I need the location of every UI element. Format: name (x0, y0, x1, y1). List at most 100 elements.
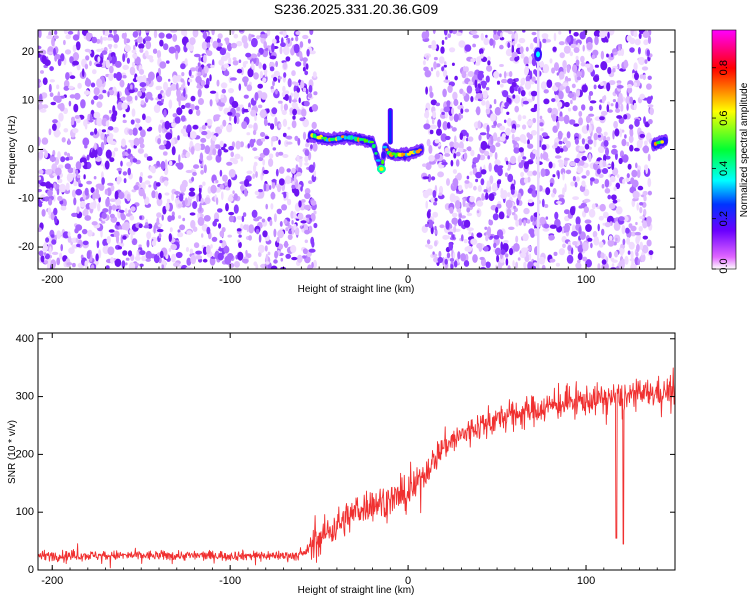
noise-blob (500, 241, 504, 251)
noise-blob (44, 150, 48, 159)
noise-blob (615, 101, 619, 110)
noise-blob (449, 206, 454, 214)
noise-blob (291, 167, 296, 174)
noise-blob (252, 147, 258, 152)
noise-blob (457, 218, 462, 227)
noise-blob (93, 95, 99, 100)
noise-blob (513, 243, 520, 252)
noise-blob (153, 253, 160, 264)
noise-blob (49, 79, 55, 83)
noise-blob (306, 49, 310, 57)
noise-blob (607, 67, 612, 75)
noise-blob (291, 37, 294, 41)
noise-blob (247, 68, 254, 78)
noise-blob (475, 178, 479, 183)
noise-blob (275, 168, 279, 177)
noise-blob (472, 43, 476, 48)
noise-blob (470, 58, 476, 63)
noise-blob (598, 173, 604, 178)
noise-blob (518, 37, 526, 44)
noise-blob (647, 190, 653, 196)
noise-blob (292, 108, 297, 116)
noise-blob (89, 60, 92, 67)
noise-blob (613, 120, 618, 129)
noise-blob (87, 161, 91, 170)
noise-blob (624, 134, 627, 139)
noise-blob (195, 255, 203, 260)
noise-blob (270, 123, 275, 130)
noise-blob (610, 103, 614, 107)
noise-blob (490, 138, 494, 145)
noise-blob (92, 191, 96, 201)
noise-blob (558, 41, 565, 46)
noise-blob (522, 100, 529, 105)
noise-blob (227, 179, 232, 188)
noise-blob (436, 128, 442, 136)
noise-blob (250, 109, 257, 117)
noise-blob (578, 160, 585, 166)
snr-x-axis-label: Height of straight line (km) (298, 585, 415, 596)
noise-blob (451, 62, 455, 66)
noise-blob (593, 132, 598, 141)
noise-blob (254, 190, 260, 196)
noise-blob (198, 184, 203, 189)
noise-blob (123, 36, 127, 45)
noise-blob (505, 253, 509, 258)
noise-blob (155, 190, 159, 200)
noise-blob (470, 30, 478, 35)
noise-blob (541, 144, 547, 151)
noise-blob (539, 122, 544, 127)
noise-blob (558, 140, 563, 145)
noise-blob (633, 62, 638, 71)
noise-blob (149, 165, 156, 173)
noise-blob (84, 122, 88, 130)
noise-blob (124, 52, 128, 58)
noise-blob (305, 214, 312, 219)
noise-blob (479, 132, 487, 136)
noise-blob (639, 216, 644, 219)
noise-blob (456, 172, 462, 181)
noise-blob (204, 197, 211, 205)
noise-blob (584, 143, 590, 150)
noise-blob (451, 212, 458, 218)
noise-blob (480, 53, 484, 59)
noise-blob (197, 71, 202, 77)
noise-blob (486, 124, 490, 133)
noise-blob (540, 81, 547, 90)
noise-blob (520, 77, 526, 86)
noise-blob (72, 44, 77, 53)
noise-blob (125, 262, 128, 266)
noise-blob (425, 86, 428, 95)
noise-blob (541, 198, 545, 208)
noise-blob (211, 236, 218, 242)
noise-blob (283, 191, 287, 199)
noise-blob (615, 182, 621, 189)
noise-blob (68, 100, 72, 107)
noise-blob (206, 155, 213, 161)
noise-blob (496, 203, 502, 209)
noise-blob (478, 134, 482, 141)
noise-blob (38, 227, 42, 232)
noise-blob (506, 192, 511, 198)
noise-blob (176, 88, 181, 98)
noise-blob (541, 132, 548, 137)
noise-blob (282, 30, 287, 37)
noise-blob (588, 91, 594, 96)
noise-blob (126, 161, 132, 167)
noise-blob (285, 227, 289, 232)
noise-blob (117, 101, 124, 111)
noise-blob (248, 235, 253, 241)
noise-blob (527, 139, 530, 146)
noise-blob (47, 207, 52, 216)
ridge-spike-core (389, 110, 392, 144)
noise-blob (532, 149, 538, 154)
noise-blob (273, 228, 277, 238)
noise-blob (189, 212, 196, 216)
noise-blob (554, 142, 558, 149)
noise-blob (556, 201, 562, 204)
noise-blob (584, 63, 591, 68)
noise-blob (138, 223, 143, 229)
noise-blob (141, 255, 147, 262)
noise-blob (517, 257, 521, 261)
noise-blob (139, 68, 145, 75)
